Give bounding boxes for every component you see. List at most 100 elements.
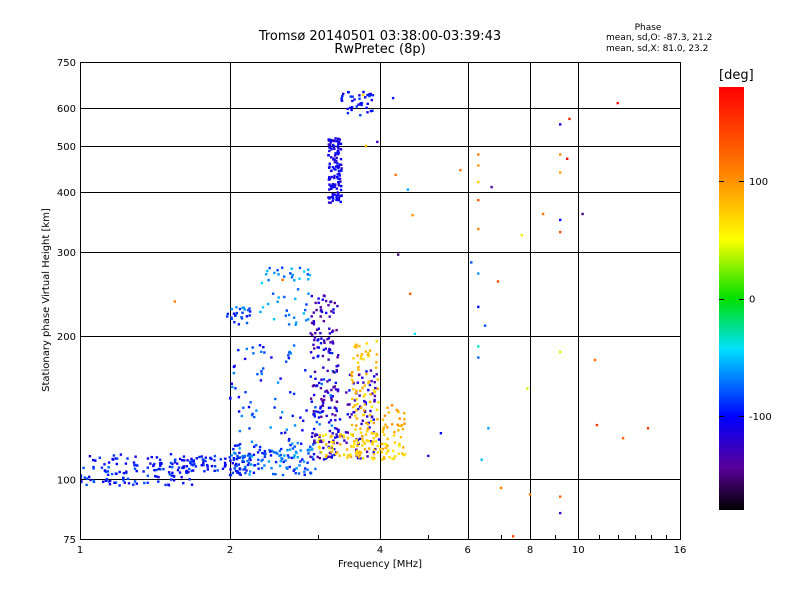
data-point bbox=[397, 253, 400, 256]
data-point bbox=[367, 380, 370, 383]
data-point bbox=[335, 368, 338, 372]
data-point bbox=[361, 435, 364, 438]
data-point bbox=[477, 180, 480, 184]
data-point bbox=[327, 337, 331, 340]
data-point bbox=[358, 373, 361, 376]
data-point bbox=[87, 475, 91, 479]
data-point bbox=[334, 418, 337, 422]
data-point bbox=[294, 472, 297, 475]
data-point bbox=[234, 387, 237, 390]
data-point bbox=[190, 483, 194, 486]
data-point bbox=[369, 92, 372, 96]
data-point bbox=[209, 456, 212, 460]
data-point bbox=[304, 369, 307, 372]
data-point bbox=[328, 332, 332, 335]
data-point bbox=[357, 407, 360, 411]
data-point bbox=[157, 467, 160, 471]
data-point bbox=[242, 456, 245, 459]
data-point bbox=[361, 419, 364, 422]
data-point bbox=[371, 109, 374, 112]
data-point bbox=[328, 176, 331, 179]
data-point bbox=[559, 123, 562, 126]
plot-frame bbox=[80, 62, 681, 540]
data-point bbox=[115, 457, 119, 460]
data-point bbox=[335, 195, 338, 198]
data-point bbox=[238, 472, 241, 476]
data-point bbox=[135, 469, 138, 473]
data-point bbox=[477, 305, 480, 309]
data-point bbox=[323, 395, 326, 398]
data-point bbox=[314, 406, 317, 409]
data-point bbox=[265, 273, 268, 276]
data-point bbox=[327, 440, 331, 444]
data-point bbox=[319, 306, 322, 309]
data-point bbox=[306, 273, 309, 276]
data-point bbox=[402, 446, 405, 449]
data-point bbox=[310, 321, 314, 325]
data-point bbox=[566, 157, 569, 160]
data-point bbox=[167, 471, 171, 474]
data-point bbox=[332, 439, 335, 442]
data-point bbox=[336, 441, 339, 445]
data-point bbox=[126, 457, 129, 460]
data-point bbox=[358, 94, 361, 97]
data-point bbox=[337, 146, 340, 150]
data-point bbox=[360, 353, 364, 356]
data-point bbox=[234, 462, 238, 466]
data-point bbox=[81, 480, 83, 483]
data-point bbox=[317, 416, 321, 419]
data-point bbox=[336, 176, 339, 179]
data-point bbox=[185, 469, 188, 473]
data-point bbox=[329, 419, 333, 422]
data-point bbox=[336, 150, 339, 153]
data-point bbox=[325, 443, 328, 446]
data-point bbox=[328, 351, 331, 355]
data-point bbox=[373, 398, 376, 402]
data-point bbox=[318, 435, 321, 438]
data-point bbox=[263, 455, 267, 458]
data-point bbox=[559, 511, 562, 515]
data-point bbox=[317, 327, 320, 330]
data-point bbox=[386, 437, 389, 441]
data-point bbox=[269, 450, 272, 453]
data-point bbox=[291, 447, 295, 450]
data-point bbox=[331, 182, 335, 186]
data-point bbox=[367, 428, 370, 431]
data-point bbox=[146, 466, 149, 469]
x-tick-label: 4 bbox=[377, 545, 383, 556]
data-point bbox=[386, 444, 389, 448]
data-point bbox=[353, 98, 356, 101]
data-point bbox=[328, 429, 332, 433]
data-point bbox=[158, 458, 162, 461]
data-point bbox=[327, 358, 330, 361]
data-point bbox=[85, 483, 88, 487]
colorbar-tick-label: -100 bbox=[749, 412, 772, 423]
data-point bbox=[313, 441, 316, 444]
data-point bbox=[357, 103, 360, 106]
data-point bbox=[290, 267, 293, 270]
data-point bbox=[328, 446, 331, 450]
data-point bbox=[318, 423, 321, 426]
data-point bbox=[153, 469, 156, 472]
data-point bbox=[125, 471, 128, 475]
data-point bbox=[238, 447, 241, 450]
data-point bbox=[334, 452, 338, 456]
data-point bbox=[288, 437, 291, 441]
data-point bbox=[320, 382, 323, 386]
data-point bbox=[384, 423, 387, 426]
data-point bbox=[98, 456, 101, 459]
data-point bbox=[391, 457, 394, 460]
data-point bbox=[231, 471, 235, 475]
data-point bbox=[351, 434, 355, 438]
data-point bbox=[169, 461, 173, 465]
data-point bbox=[261, 458, 264, 461]
data-point bbox=[213, 459, 216, 462]
data-point bbox=[339, 142, 343, 145]
data-point bbox=[338, 195, 341, 198]
grid-lines bbox=[80, 62, 680, 539]
data-point bbox=[247, 405, 251, 409]
data-point bbox=[307, 448, 310, 451]
data-point bbox=[333, 448, 336, 451]
data-point bbox=[286, 449, 289, 452]
data-point bbox=[230, 317, 233, 321]
